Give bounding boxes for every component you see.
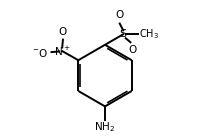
Text: NH$_2$: NH$_2$ bbox=[95, 120, 116, 134]
Text: CH$_3$: CH$_3$ bbox=[139, 27, 159, 40]
Text: O: O bbox=[128, 45, 136, 55]
Text: O: O bbox=[116, 10, 124, 20]
Text: O: O bbox=[59, 27, 67, 37]
Text: S: S bbox=[120, 29, 127, 39]
Text: $^{-}$O: $^{-}$O bbox=[32, 46, 48, 59]
Text: N$^+$: N$^+$ bbox=[54, 45, 71, 58]
